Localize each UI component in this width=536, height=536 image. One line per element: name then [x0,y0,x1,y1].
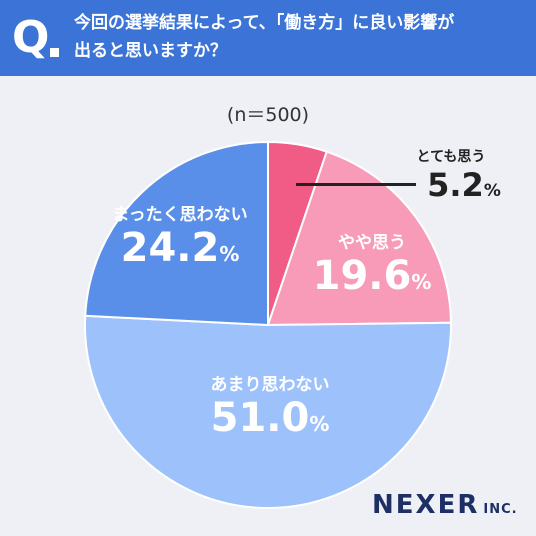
slice-name-very: とても思う [416,149,486,165]
q-mark: Q [12,12,50,63]
slice-value-somewhat: 19.6% [312,253,432,299]
q-dot-icon [50,48,59,57]
slice-value-very: 5.2% [427,166,501,204]
question-text: 今回の選挙結果によって、「働き方」に良い影響が 出ると思いますか？ [74,13,455,61]
slice-not-much [84,314,452,509]
slice-never [84,140,269,327]
slice-somewhat [266,150,452,327]
slice-name-never: まったく思わない [112,205,248,225]
slice-value-never: 24.2% [120,225,240,271]
slice-name-not-much: あまり思わない [210,375,330,395]
slice-value-not-much: 51.0% [210,395,330,441]
nexer-logo: NEXER INC. [372,490,518,520]
slice-name-somewhat: やや思う [338,233,406,253]
leader-line [296,183,416,186]
slice-label-never: まったく思わない 24.2% [60,200,300,277]
sample-size: (n＝500) [226,104,310,126]
slice-label-not-much: あまり思わない 51.0% [150,370,390,447]
slice-label-somewhat: やや思う 19.6% [292,228,452,305]
question-header: Q 今回の選挙結果によって、「働き方」に良い影響が 出ると思いますか？ [0,0,536,76]
